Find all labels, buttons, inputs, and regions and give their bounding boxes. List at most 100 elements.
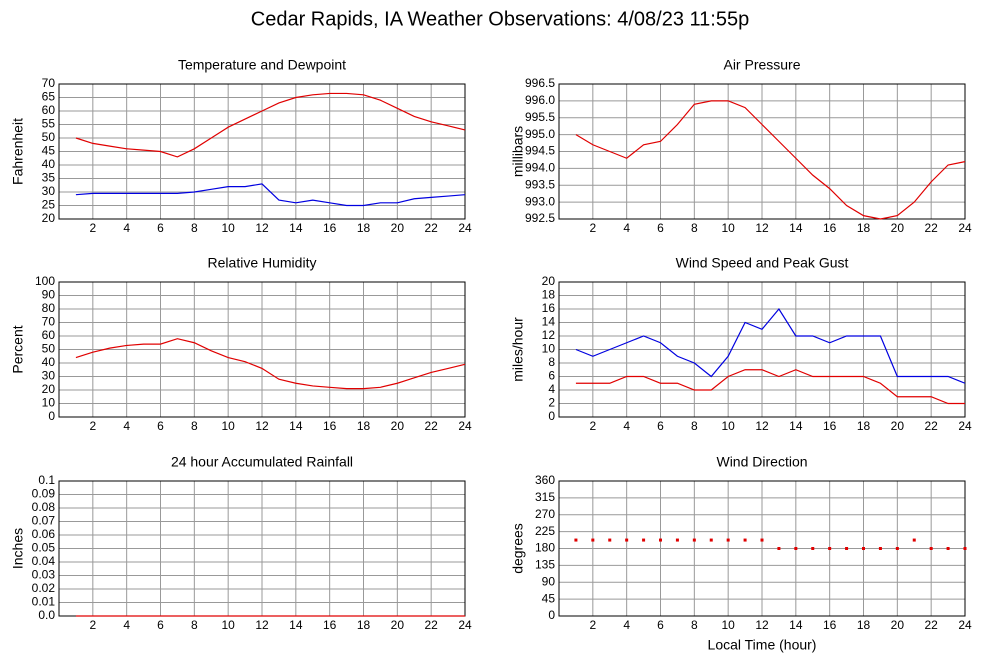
y-tick-label: 8 <box>548 355 555 369</box>
x-tick-label: 12 <box>755 419 769 433</box>
x-tick-label: 4 <box>623 419 630 433</box>
y-tick-label: 60 <box>42 103 56 117</box>
y-tick-label: 0 <box>548 409 555 423</box>
y-tick-label: 0.09 <box>32 487 56 501</box>
x-tick-label: 12 <box>755 221 769 235</box>
x-tick-label: 8 <box>191 618 198 632</box>
y-tick-label: 70 <box>42 76 56 90</box>
y-tick-label: 65 <box>42 90 56 104</box>
y-axis-label: degrees <box>510 523 526 574</box>
y-tick-label: 994.5 <box>525 144 555 158</box>
y-tick-label: 2 <box>548 396 555 410</box>
data-line <box>575 307 966 384</box>
x-tick-label: 2 <box>89 221 96 235</box>
data-point <box>743 538 747 542</box>
y-tick-label: 315 <box>535 490 555 504</box>
data-line <box>75 92 466 158</box>
x-tick-label: 8 <box>191 419 198 433</box>
x-tick-label: 8 <box>191 221 198 235</box>
y-tick-label: 270 <box>535 507 555 521</box>
x-tick-label: 14 <box>289 419 303 433</box>
y-tick-label: 55 <box>42 117 56 131</box>
x-tick-label: 16 <box>323 618 337 632</box>
x-tick-label: 2 <box>89 618 96 632</box>
plot-frame <box>558 281 966 418</box>
x-tick-label: 24 <box>458 618 472 632</box>
y-tick-label: 993.5 <box>525 177 555 191</box>
x-tick-label: 14 <box>789 221 803 235</box>
chart-title: Air Pressure <box>723 57 800 73</box>
x-tick-label: 14 <box>289 221 303 235</box>
x-tick-label: 10 <box>721 221 735 235</box>
x-tick-label: 20 <box>391 221 405 235</box>
y-tick-label: 996.5 <box>525 76 555 90</box>
data-point <box>675 538 679 542</box>
x-tick-label: 4 <box>623 221 630 235</box>
data-line <box>575 369 965 405</box>
x-tick-label: 10 <box>721 419 735 433</box>
x-tick-label: 22 <box>924 618 938 632</box>
data-point <box>895 547 899 550</box>
x-tick-label: 14 <box>289 618 303 632</box>
y-tick-label: 30 <box>42 184 56 198</box>
y-tick-label: 0.0 <box>38 608 55 622</box>
data-point <box>642 538 646 542</box>
chart-title: Relative Humidity <box>208 255 317 271</box>
x-tick-label: 10 <box>221 419 235 433</box>
plot-frame <box>58 281 466 418</box>
y-tick-label: 40 <box>42 157 56 171</box>
y-tick-label: 20 <box>42 211 56 225</box>
y-tick-label: 20 <box>42 382 56 396</box>
x-tick-label: 24 <box>958 221 972 235</box>
x-tick-label: 4 <box>623 618 630 632</box>
x-tick-label: 12 <box>255 618 269 632</box>
x-tick-label: 18 <box>357 419 371 433</box>
x-tick-label: 18 <box>857 618 871 632</box>
x-tick-label: 10 <box>221 618 235 632</box>
x-tick-label: 20 <box>391 419 405 433</box>
data-point <box>929 547 933 550</box>
data-point <box>625 538 629 542</box>
x-tick-label: 16 <box>323 419 337 433</box>
y-tick-label: 225 <box>535 524 555 538</box>
x-tick-label: 14 <box>789 618 803 632</box>
x-tick-label: 22 <box>424 221 438 235</box>
y-tick-label: 0 <box>48 409 55 423</box>
x-tick-label: 14 <box>789 419 803 433</box>
y-tick-label: 100 <box>35 274 55 288</box>
data-point <box>912 538 916 542</box>
x-tick-label: 10 <box>221 221 235 235</box>
x-tick-label: 18 <box>857 419 871 433</box>
x-tick-label: 4 <box>123 221 130 235</box>
x-tick-label: 24 <box>958 618 972 632</box>
y-tick-label: 50 <box>42 342 56 356</box>
data-point <box>692 538 696 542</box>
data-point <box>828 547 832 550</box>
y-tick-label: 0.08 <box>32 500 56 514</box>
y-tick-label: 4 <box>548 382 555 396</box>
x-tick-label: 22 <box>424 419 438 433</box>
x-tick-label: 16 <box>823 419 837 433</box>
y-axis-label: miles/hour <box>510 317 526 382</box>
y-tick-label: 20 <box>542 274 556 288</box>
y-tick-label: 995.0 <box>525 127 555 141</box>
y-tick-label: 40 <box>42 355 56 369</box>
y-tick-label: 6 <box>548 369 555 383</box>
y-tick-label: 995.5 <box>525 110 555 124</box>
data-point <box>845 547 849 550</box>
y-tick-label: 90 <box>542 574 556 588</box>
x-tick-label: 6 <box>157 221 164 235</box>
y-tick-label: 14 <box>542 315 556 329</box>
x-tick-label: 22 <box>924 419 938 433</box>
x-tick-label: 6 <box>657 221 664 235</box>
data-point <box>878 547 882 550</box>
y-axis-label: Fahrenheit <box>10 118 26 185</box>
y-tick-label: 0.01 <box>32 595 56 609</box>
x-tick-label: 22 <box>424 618 438 632</box>
x-tick-label: 8 <box>691 221 698 235</box>
y-tick-label: 50 <box>42 130 56 144</box>
x-tick-label: 18 <box>357 221 371 235</box>
x-tick-label: 24 <box>458 221 472 235</box>
